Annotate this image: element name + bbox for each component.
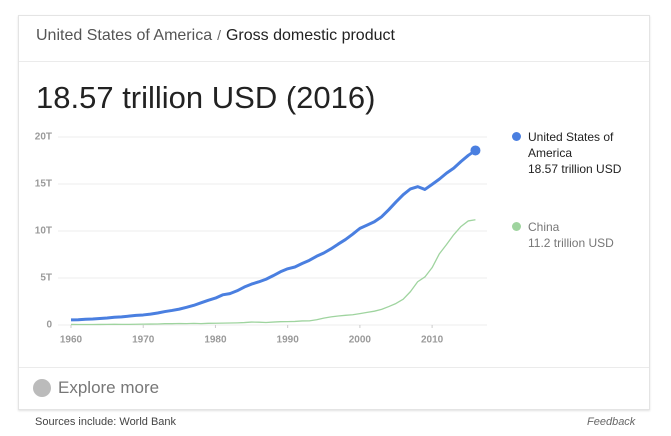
series-line [70, 219, 476, 326]
breadcrumb-country[interactable]: United States of America [36, 27, 213, 44]
y-tick-label: 20T [35, 132, 52, 143]
y-tick-label: 5T [40, 273, 52, 284]
legend-entry: United States of America 18.57 trillion U… [512, 129, 628, 177]
y-tick-label: 15T [35, 179, 52, 190]
legend-value: 18.57 trillion USD [528, 162, 622, 176]
x-tick-label: 1970 [132, 335, 155, 346]
knowledge-card: United States of America / Gross domestic … [18, 15, 650, 410]
legend-dot [512, 132, 521, 141]
legend-value: 11.2 trillion USD [528, 236, 614, 250]
divider [19, 367, 649, 368]
divider [19, 61, 649, 62]
breadcrumb-indicator: Gross domestic product [225, 27, 395, 44]
feedback[interactable]: Feedback [587, 416, 636, 428]
x-tick-label: 1960 [60, 335, 83, 346]
breadcrumb: United States of America / Gross domestic … [36, 27, 395, 45]
source: Sources include: World Bank [35, 416, 177, 428]
legend-dot [512, 222, 521, 231]
end-point [470, 145, 481, 156]
globe-icon [33, 379, 51, 397]
legend-name: United States of America [528, 130, 614, 160]
breadcrumb-separator: / [217, 27, 221, 43]
legend-entry: China 11.2 trillion USD [512, 219, 628, 251]
explore-more[interactable]: Explore more [33, 378, 159, 398]
y-tick-label: 10T [35, 226, 52, 237]
x-tick-label: 1990 [277, 335, 300, 346]
x-tick-label: 1980 [204, 335, 227, 346]
legend-name: China [528, 220, 560, 234]
x-tick-label: 2000 [349, 335, 372, 346]
series-line [70, 149, 477, 322]
explore-text: Explore more [58, 378, 160, 397]
y-tick-label: 0 [46, 320, 52, 331]
x-tick-label: 2010 [421, 335, 444, 346]
headline: 18.57 trillion USD (2016) [36, 80, 376, 115]
